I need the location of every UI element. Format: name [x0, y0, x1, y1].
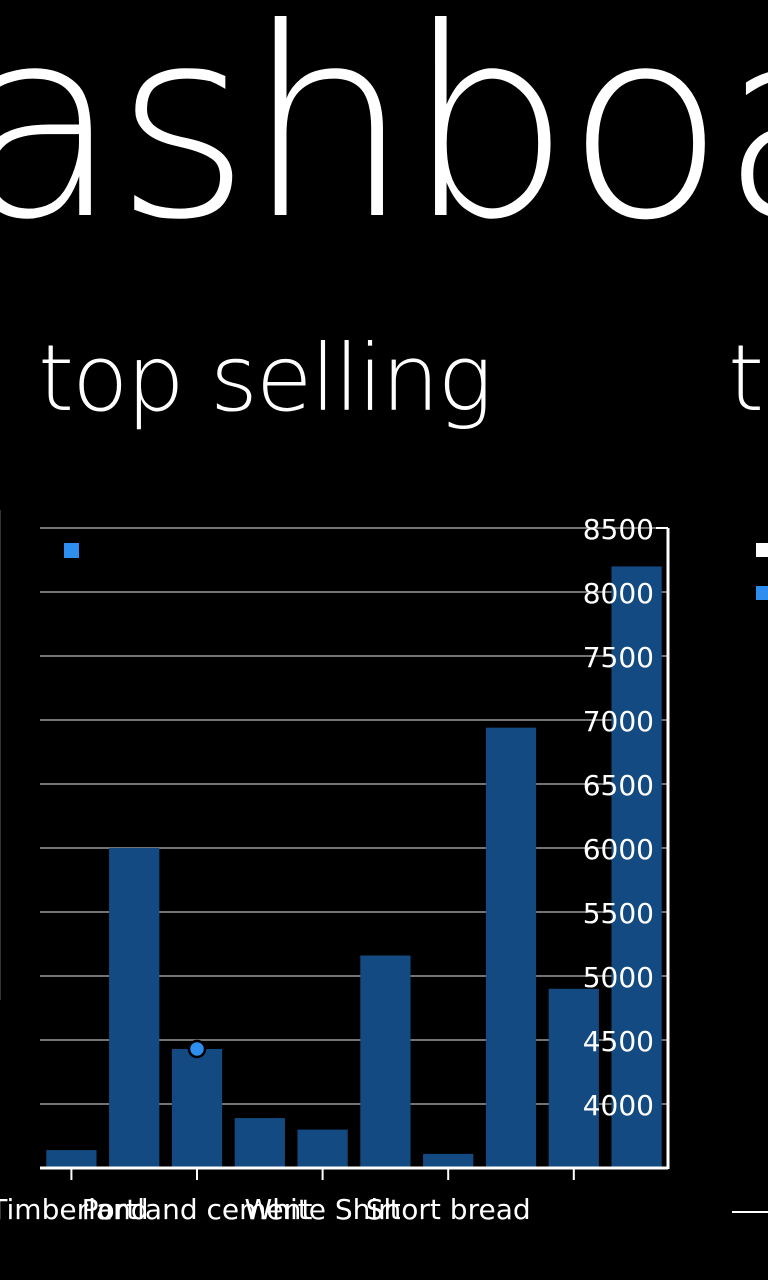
x-tick-label: Timberland [0, 1193, 149, 1226]
chart-bar[interactable] [109, 848, 160, 1168]
chart-bar[interactable] [171, 1048, 223, 1168]
legend-marker [64, 543, 79, 558]
highlighted-data-point[interactable] [187, 1039, 207, 1059]
chart-bar[interactable] [548, 988, 599, 1168]
y-tick-label: 7500 [583, 641, 654, 674]
x-tick-label: Short bread [366, 1193, 531, 1226]
y-tick-label: 6500 [583, 769, 654, 802]
y-tick-label: 8500 [583, 513, 654, 546]
y-tick-label: 4500 [583, 1025, 654, 1058]
chart-bar[interactable] [611, 566, 662, 1168]
y-tick-label: 4000 [583, 1089, 654, 1122]
panorama-title: ashboar [0, 0, 768, 277]
x-tick-label: White Shirt [245, 1193, 401, 1226]
section-header-next-peek[interactable]: to [728, 325, 768, 432]
chart-bar[interactable] [423, 1153, 474, 1168]
y-tick-label: 8000 [583, 577, 654, 610]
next-section-axis-stub [732, 1211, 768, 1213]
chart-bar[interactable] [485, 727, 537, 1168]
chart-bar[interactable] [297, 1129, 348, 1168]
next-section-legend-marker-white [756, 543, 768, 557]
y-tick-label: 5000 [583, 961, 654, 994]
y-tick-label: 5500 [583, 897, 654, 930]
left-edge-divider [0, 510, 1, 1000]
y-tick-label: 6000 [583, 833, 654, 866]
chart-bar[interactable] [234, 1118, 285, 1168]
chart-bar[interactable] [46, 1150, 97, 1168]
x-tick-label: Portland cement [82, 1193, 313, 1226]
chart-bar[interactable] [360, 955, 411, 1168]
section-header-top-selling[interactable]: top selling [38, 325, 493, 432]
y-tick-label: 7000 [583, 705, 654, 738]
next-section-legend-marker-blue [756, 586, 768, 600]
